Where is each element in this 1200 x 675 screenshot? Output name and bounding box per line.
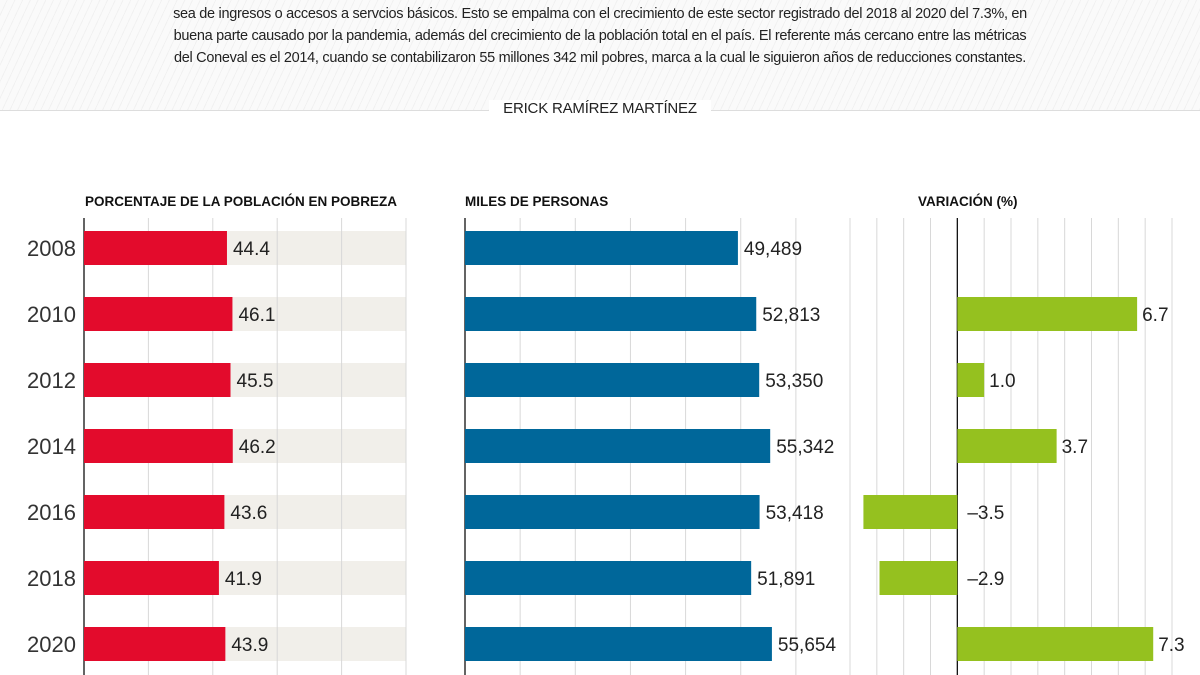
bar (465, 297, 757, 331)
intro-text: sea de ingresos o accesos a servcios bás… (150, 3, 1050, 69)
chart-title: PORCENTAJE DE LA POBLACIÓN EN POBREZA (85, 194, 397, 209)
header-background (0, 0, 1200, 110)
bar (879, 561, 958, 595)
data-label: 55,342 (776, 437, 834, 458)
bar (84, 429, 233, 463)
bar (957, 297, 1138, 331)
year-label: 2012 (27, 368, 76, 393)
year-label: 2020 (27, 632, 76, 657)
bar (465, 363, 760, 397)
bar (465, 561, 752, 595)
year-label: 2010 (27, 302, 76, 327)
year-label: 2008 (27, 236, 76, 261)
data-label: 52,813 (762, 305, 820, 326)
data-label: 1.0 (989, 371, 1015, 392)
data-label: 45.5 (237, 371, 274, 392)
data-label: 49,489 (744, 239, 802, 260)
data-label: –2.9 (967, 569, 1004, 590)
data-label: 43.9 (231, 635, 268, 656)
bar (957, 627, 1154, 661)
data-label: 3.7 (1062, 437, 1088, 458)
bar (465, 495, 760, 529)
bar (84, 561, 219, 595)
intro-line: buena parte causado por la pandemia, ade… (173, 28, 1027, 44)
bar (465, 627, 772, 661)
bar (863, 495, 958, 529)
data-label: 7.3 (1158, 635, 1184, 656)
data-label: 53,350 (765, 371, 823, 392)
bar (84, 297, 233, 331)
data-label: 41.9 (225, 569, 262, 590)
bar (84, 231, 227, 265)
bar (84, 363, 231, 397)
bar (465, 231, 738, 265)
bar (957, 429, 1057, 463)
data-label: 53,418 (766, 503, 824, 524)
data-label: 46.2 (239, 437, 276, 458)
data-label: 6.7 (1142, 305, 1168, 326)
intro-line: sea de ingresos o accesos a servcios bás… (173, 6, 1027, 22)
bar (957, 363, 985, 397)
year-label: 2018 (27, 566, 76, 591)
bar (465, 429, 771, 463)
year-label: 2014 (27, 434, 76, 459)
data-label: 44.4 (233, 239, 270, 260)
data-label: 46.1 (238, 305, 275, 326)
year-label: 2016 (27, 500, 76, 525)
chart-title: VARIACIÓN (%) (918, 194, 1018, 209)
chart-title: MILES DE PERSONAS (465, 194, 608, 209)
author-byline: ERICK RAMÍREZ MARTÍNEZ (0, 100, 1200, 118)
bar (84, 495, 225, 529)
intro-line: del Coneval es el 2014, cuando se contab… (174, 50, 1026, 66)
author-name: ERICK RAMÍREZ MARTÍNEZ (489, 100, 711, 117)
data-label: 55,654 (778, 635, 837, 656)
data-label: 51,891 (757, 569, 815, 590)
bar (84, 627, 226, 661)
data-label: 43.6 (230, 503, 267, 524)
data-label: –3.5 (967, 503, 1004, 524)
